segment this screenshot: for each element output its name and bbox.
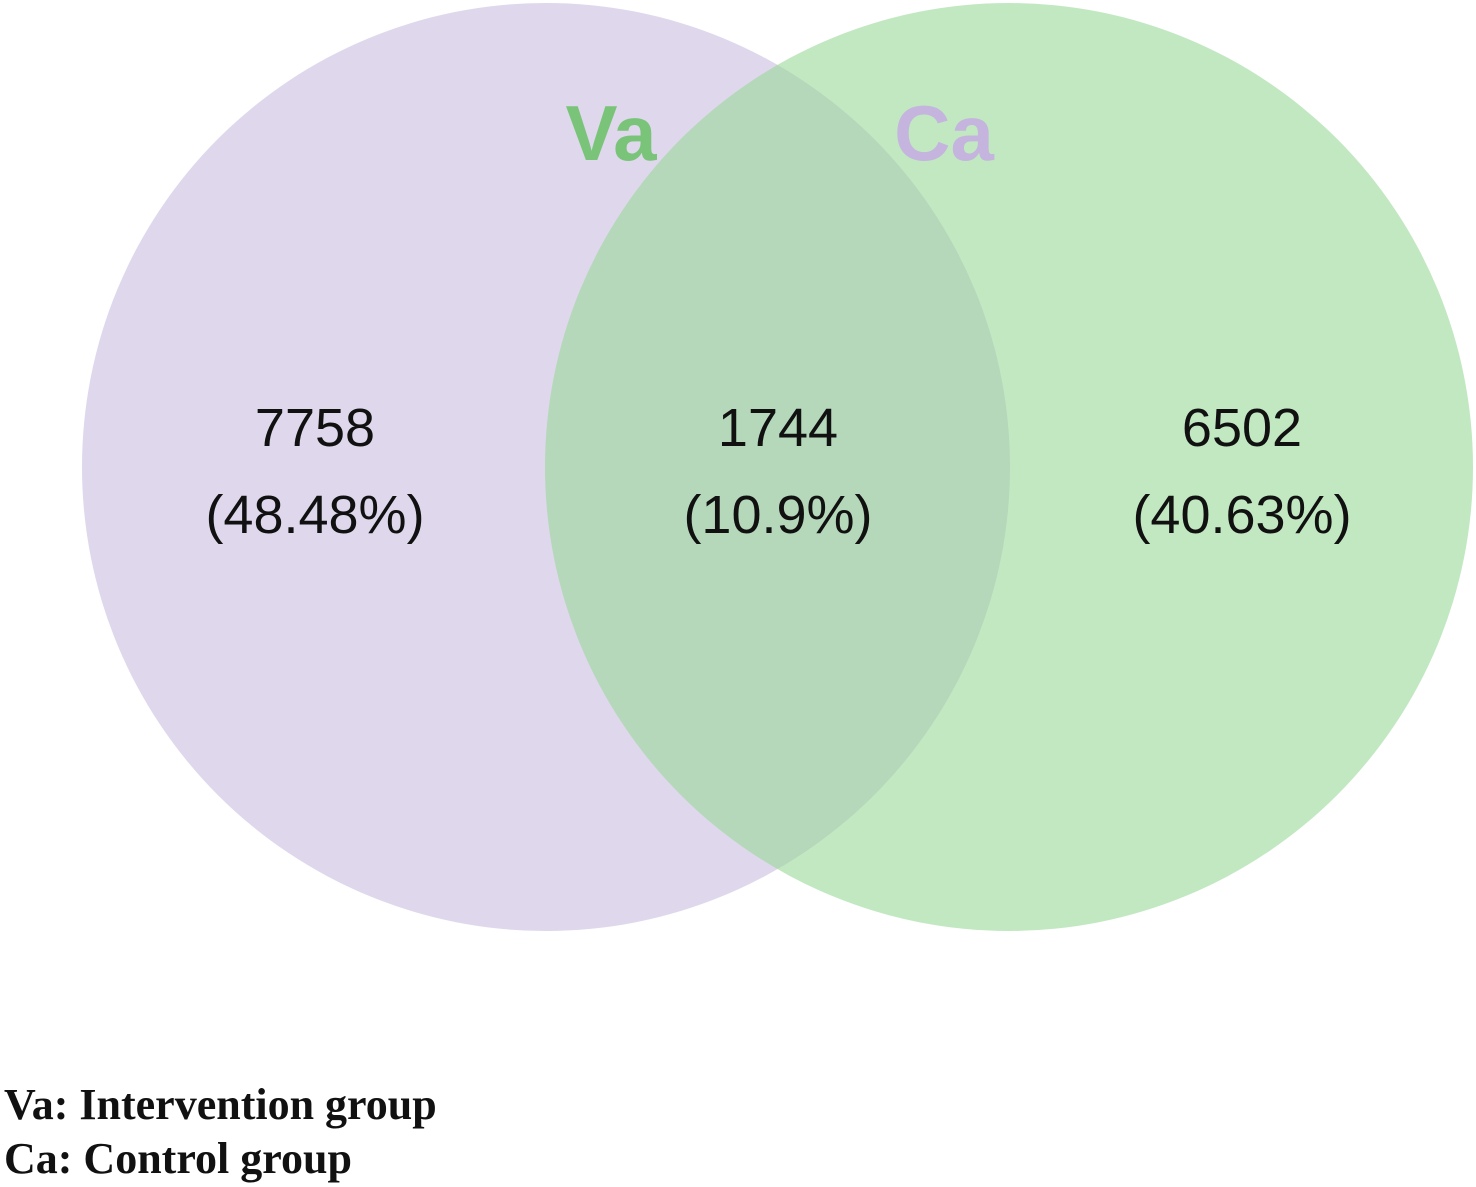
legend-item-va: Va: Intervention group [4,1080,437,1129]
ca-only-count: 6502 [1182,398,1302,458]
ca-only-percent: (40.63%) [1132,485,1351,545]
legend-item-ca: Ca: Control group [4,1134,352,1183]
ca-set-label: Ca [894,89,994,177]
overlap-percent: (10.9%) [683,485,872,545]
ca-set-circle [545,3,1473,931]
va-only-percent: (48.48%) [205,485,424,545]
overlap-count: 1744 [718,398,838,458]
venn-diagram: Va Ca 7758 (48.48%) 1744 (10.9%) 6502 (4… [82,3,1473,931]
va-set-label: Va [565,89,657,177]
legend: Va: Intervention group Ca: Control group [4,1078,437,1186]
va-only-count: 7758 [255,398,375,458]
